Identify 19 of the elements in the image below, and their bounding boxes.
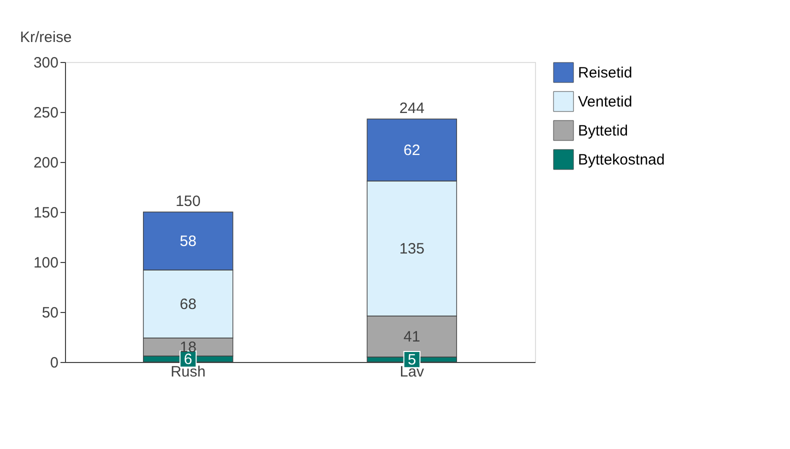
legend-label: Ventetid: [578, 94, 632, 110]
data-label: 135: [399, 240, 424, 258]
y-tick-label: 50: [42, 304, 58, 322]
legend-label: Byttekostnad: [578, 152, 665, 168]
legend-label: Byttetid: [578, 122, 628, 140]
data-label: 68: [180, 296, 196, 313]
total-label: 150: [176, 193, 201, 210]
y-tick-label: 200: [33, 154, 58, 172]
legend-label: Reisetid: [578, 64, 632, 82]
data-label: 41: [404, 328, 420, 346]
data-label: 62: [404, 142, 420, 159]
y-tick-label: 100: [33, 254, 58, 272]
y-tick-label: 0: [50, 354, 58, 372]
y-tick-label: 250: [33, 104, 58, 122]
data-label: 58: [180, 233, 196, 250]
y-tick-label: 150: [33, 204, 58, 222]
total-label: 244: [399, 100, 424, 117]
y-axis-title: Kr/reise: [20, 29, 72, 46]
y-tick-label: 300: [33, 54, 58, 72]
